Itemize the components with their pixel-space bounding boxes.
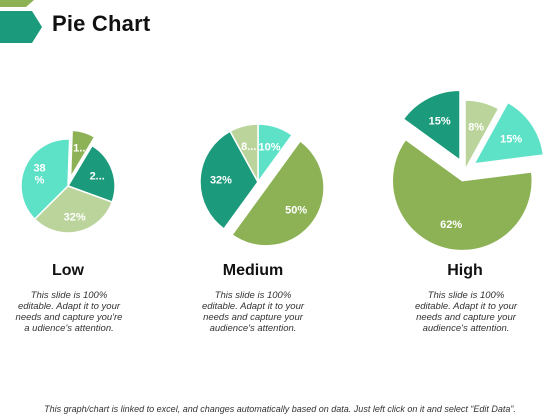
chart-title-medium: Medium <box>222 262 284 279</box>
chart-description-low: This slide is 100% editable. Adapt it to… <box>15 290 123 334</box>
chart-description-medium: This slide is 100% editable. Adapt it to… <box>201 290 305 334</box>
slice-label-low-3: 32% <box>64 211 86 223</box>
footer-note: This graph/chart is linked to excel, and… <box>44 404 516 414</box>
chevron-light-shape <box>0 0 34 7</box>
slice-label-low-2: 2... <box>90 171 105 183</box>
page-title: Pie Chart <box>52 11 151 36</box>
chart-title-high: High <box>447 262 483 279</box>
pie-slice-low-1 <box>69 129 96 178</box>
pie-slice-high-4 <box>402 89 461 162</box>
header-chevron-decoration <box>0 0 42 43</box>
slice-label-low-4: 38% <box>33 163 45 187</box>
chevron-dark-shape <box>0 11 42 43</box>
chart-description-high: This slide is 100% editable. Adapt it to… <box>414 290 518 334</box>
slice-label-medium-3: 32% <box>210 175 232 187</box>
slice-label-medium-4: 8... <box>241 141 256 153</box>
slice-label-high-3: 62% <box>440 219 462 231</box>
slice-label-high-4: 15% <box>429 115 451 127</box>
pie-slice-high-2 <box>472 101 545 165</box>
slice-label-medium-1: 10% <box>258 142 280 154</box>
pie-slice-low-3 <box>33 185 114 234</box>
pie-slice-medium-3 <box>199 130 259 230</box>
slice-label-medium-2: 50% <box>285 205 307 217</box>
pie-slice-medium-4 <box>229 123 259 183</box>
slice-label-low-1: 1.. <box>73 143 85 155</box>
pie-slice-low-2 <box>66 144 116 204</box>
slice-label-high-1: 8% <box>468 122 484 134</box>
pie-slice-high-1 <box>464 99 500 171</box>
pie-slice-high-3 <box>391 138 533 252</box>
chart-title-low: Low <box>52 262 84 279</box>
pie-slice-medium-2 <box>230 139 325 247</box>
pie-slice-low-4 <box>20 138 71 221</box>
slice-label-high-2: 15% <box>500 134 522 146</box>
